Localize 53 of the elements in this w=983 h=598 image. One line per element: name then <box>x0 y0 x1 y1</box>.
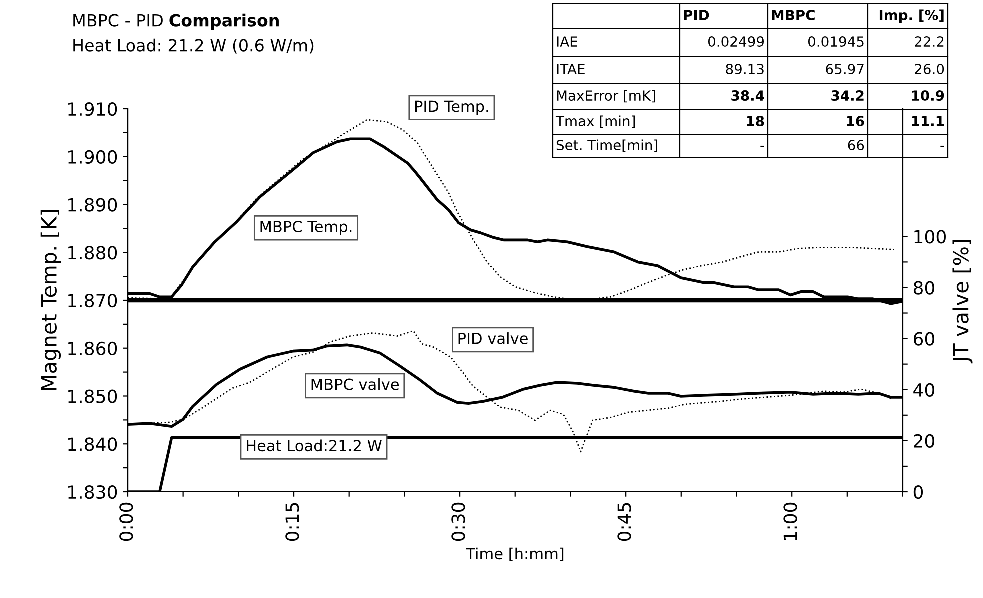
text: 65.97 <box>826 64 864 75</box>
text: 26.0 <box>915 64 944 75</box>
annotation: Set. Time[min] <box>556 140 658 152</box>
series-label: MBPC valve <box>312 378 400 390</box>
y2-tick-label: 60 <box>914 332 934 346</box>
y2-axis-title: JT valve [%] <box>952 240 973 364</box>
text: 0.02499 <box>708 36 764 48</box>
x-tick-label: 0:30 <box>452 502 466 542</box>
text: ITAE <box>557 64 585 74</box>
x-tick-label: 0:00 <box>120 502 134 542</box>
y-tick-label: 1.900 <box>68 150 118 164</box>
y-tick-label: 1.850 <box>68 390 118 404</box>
text: MaxError [mK] <box>557 90 656 103</box>
annotation: 18 <box>747 116 764 127</box>
text: 10.9 <box>912 90 944 102</box>
chart-title: MBPC - PID Comparison <box>74 14 279 30</box>
text: PID <box>684 10 710 20</box>
y2-tick-label: 40 <box>914 383 934 397</box>
text: 38.4 <box>732 90 764 102</box>
annotation: Tmax [min] <box>556 116 635 128</box>
y-tick-label: 1.910 <box>68 102 118 116</box>
x-tick-label: 1:00 <box>784 502 798 540</box>
text: 11.1 <box>912 116 944 126</box>
x-axis-title: Time [h:mm] <box>466 548 564 562</box>
y2-tick-label: 0 <box>914 485 924 500</box>
text: - <box>940 146 944 148</box>
chart-subtitle: Heat Load: 21.2 W (0.6 W/m) <box>74 38 314 54</box>
y-tick-label: 1.870 <box>68 294 118 308</box>
text: Imp. [%] <box>880 10 944 24</box>
text: 89.13 <box>726 64 764 75</box>
annotation: - <box>760 146 764 148</box>
text: IAE <box>557 36 578 47</box>
y-tick-label: 1.840 <box>68 438 118 452</box>
annotation: 66 <box>848 140 864 151</box>
y-tick-label: 1.890 <box>68 198 118 212</box>
y2-tick-label: 20 <box>914 434 934 448</box>
y-axis-title: Magnet Temp. [K] <box>40 210 62 390</box>
text: 22.2 <box>915 36 944 47</box>
y-tick-label: 1.880 <box>68 246 118 260</box>
series-label: MBPC Temp. <box>260 220 352 236</box>
y-tick-label: 1.830 <box>68 485 118 500</box>
y2-tick-label: 100 <box>914 230 946 244</box>
series-label: Heat Load:21.2 W <box>247 440 382 452</box>
x-tick-label: 0:45 <box>618 503 632 542</box>
text: 34.2 <box>832 90 864 102</box>
text: MBPC <box>772 10 815 21</box>
annotation: 16 <box>847 116 864 127</box>
y2-tick-label: 80 <box>914 281 934 295</box>
series-label: PID Temp. <box>415 100 488 116</box>
y-tick-label: 1.860 <box>68 342 118 356</box>
series-label: PID valve <box>458 332 528 344</box>
text: 0.01945 <box>808 36 864 48</box>
x-tick-label: 0:15 <box>286 503 300 542</box>
